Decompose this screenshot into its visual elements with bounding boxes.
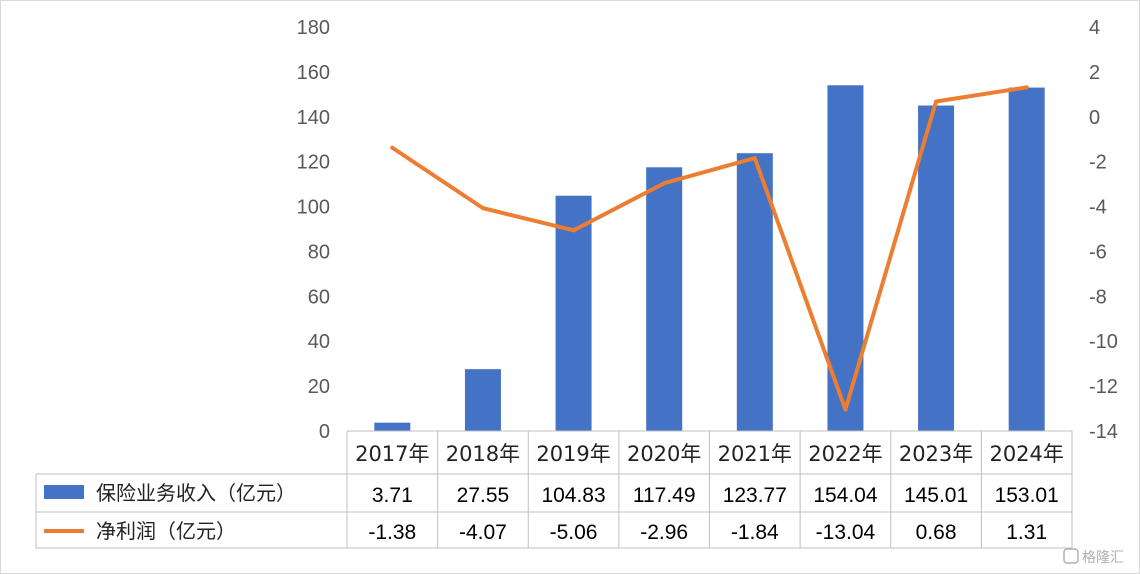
revenue-value: 27.55: [457, 484, 510, 507]
category-label: 2024年: [989, 442, 1063, 466]
line-path: [390, 85, 1029, 412]
row-label-revenue: 保险业务收入（亿元）: [96, 481, 296, 505]
left-tick-label: 140: [297, 107, 330, 129]
right-tick-label: -10: [1089, 331, 1118, 353]
category-label: 2023年: [899, 442, 973, 466]
bar: [646, 167, 683, 431]
category-label: 2021年: [718, 442, 792, 466]
left-tick-label: 100: [297, 197, 330, 219]
profit-value: -1.84: [731, 521, 779, 544]
right-tick-label: -8: [1089, 286, 1107, 308]
revenue-value: 153.01: [995, 484, 1059, 507]
line-point: [662, 181, 667, 186]
bar: [918, 105, 955, 431]
revenue-value: 145.01: [904, 484, 968, 507]
revenue-value: 154.04: [813, 484, 878, 507]
watermark-text: 格隆汇: [1082, 550, 1124, 566]
right-tick-label: 4: [1089, 17, 1100, 39]
right-tick-label: 0: [1089, 107, 1100, 129]
bar: [1008, 87, 1045, 432]
revenue-value: 123.77: [723, 484, 787, 507]
left-axis: 0 20 40 60 80 100 120 140 160 180: [297, 17, 330, 443]
right-tick-label: -6: [1089, 241, 1107, 263]
left-tick-label: 120: [297, 152, 330, 174]
category-label: 2017年: [355, 442, 429, 466]
profit-value: -4.07: [459, 521, 507, 544]
right-tick-label: 2: [1089, 62, 1100, 84]
line-series: [390, 85, 1029, 412]
row-label-profit: 净利润（亿元）: [96, 519, 236, 543]
line-point: [480, 206, 485, 211]
line-point: [390, 145, 395, 150]
left-tick-label: 80: [308, 241, 330, 263]
line-point: [843, 407, 848, 412]
bar: [555, 195, 592, 431]
category-label: 2022年: [808, 442, 882, 466]
right-tick-label: -14: [1089, 421, 1118, 443]
right-tick-label: -2: [1089, 152, 1107, 174]
bar: [736, 153, 773, 431]
line-point: [934, 99, 939, 104]
watermark-logo-icon: [1063, 548, 1079, 564]
left-tick-label: 160: [297, 62, 330, 84]
bar-series: [374, 85, 1045, 432]
watermark: 格隆汇: [1063, 548, 1124, 566]
revenue-value: 3.71: [372, 484, 413, 507]
revenue-value: 104.83: [541, 484, 605, 507]
profit-value: -1.38: [368, 521, 416, 544]
bar: [374, 422, 411, 431]
left-tick-label: 20: [308, 376, 330, 398]
line-point: [1024, 85, 1029, 90]
left-tick-label: 180: [297, 17, 330, 39]
profit-value: -2.96: [640, 521, 688, 544]
right-tick-label: -4: [1089, 197, 1107, 219]
left-tick-label: 0: [319, 421, 330, 443]
line-point: [752, 156, 757, 161]
profit-value: 0.68: [916, 521, 957, 544]
right-axis: -14 -12 -10 -8 -6 -4 -2 0 2 4: [1089, 17, 1118, 443]
right-tick-label: -12: [1089, 376, 1118, 398]
category-label: 2020年: [627, 442, 701, 466]
category-label: 2019年: [536, 442, 610, 466]
left-tick-label: 60: [308, 286, 330, 308]
profit-value: 1.31: [1006, 521, 1047, 544]
bar: [464, 369, 501, 431]
category-label: 2018年: [446, 442, 520, 466]
line-point: [571, 228, 576, 233]
legend-key-bar: [44, 485, 84, 499]
revenue-value: 117.49: [633, 484, 696, 507]
profit-value: -13.04: [816, 521, 876, 544]
left-tick-label: 40: [308, 331, 330, 353]
profit-value: -5.06: [550, 521, 598, 544]
data-table: 2017年 2018年 2019年 2020年 2021年 2022年 2023年 2024年…: [35, 430, 1073, 549]
